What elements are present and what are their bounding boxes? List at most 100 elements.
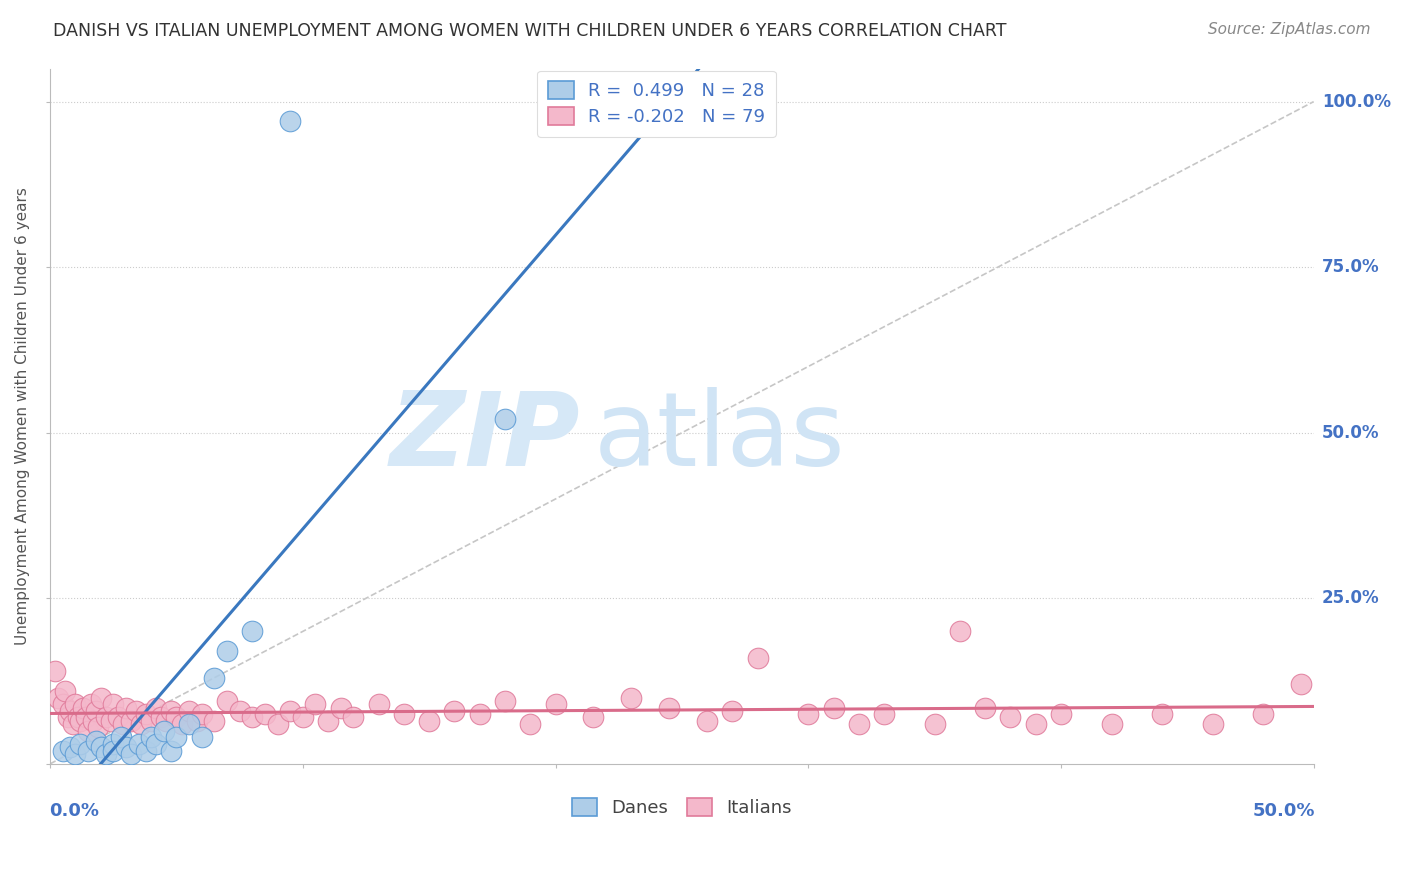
Point [747,651,769,665]
Point [69,714,91,728]
Point [100,714,122,728]
Point [44,664,66,678]
Point [155,714,177,728]
Point [721,704,744,718]
Point [103,743,125,757]
Text: 50.0%: 50.0% [1253,802,1315,820]
Point [823,700,845,714]
Point [186,714,208,728]
Point [215,694,238,708]
Point [848,717,870,731]
Point [1289,677,1312,691]
Point [129,717,152,731]
Point [1025,717,1047,731]
Point [544,697,567,711]
Point [170,717,193,731]
Point [128,737,150,751]
Point [595,114,617,128]
Point [304,697,326,711]
Point [87,720,110,734]
Point [202,671,225,685]
Point [191,731,214,745]
Point [949,624,972,639]
Point [329,700,352,714]
Point [75,710,97,724]
Point [153,723,176,738]
Text: 0.0%: 0.0% [49,802,98,820]
Point [1050,707,1073,722]
Point [316,714,339,728]
Point [1251,707,1274,722]
Point [342,710,364,724]
Point [974,700,997,714]
Point [253,707,276,722]
Point [94,710,117,724]
Point [160,743,183,757]
Text: atlas: atlas [593,386,845,488]
Point [658,700,681,714]
Point [84,733,107,747]
Point [494,694,516,708]
Y-axis label: Unemployment Among Women with Children Under 6 years: Unemployment Among Women with Children U… [15,187,30,645]
Point [90,740,112,755]
Legend: Danes, Italians: Danes, Italians [565,791,799,824]
Point [179,704,201,718]
Point [202,714,225,728]
Point [59,704,82,718]
Point [494,412,516,426]
Point [110,731,132,745]
Point [291,710,314,724]
Point [115,700,138,714]
Point [79,697,101,711]
Point [179,717,201,731]
Point [392,707,415,722]
Point [266,717,288,731]
Point [65,747,87,761]
Point [120,747,142,761]
Point [582,710,605,724]
Point [145,700,167,714]
Point [367,697,389,711]
Point [1201,717,1223,731]
Point [240,710,263,724]
Text: 75.0%: 75.0% [1322,258,1379,277]
Point [82,714,104,728]
Point [84,704,107,718]
Point [873,707,896,722]
Point [112,717,135,731]
Point [52,697,75,711]
Point [53,684,76,698]
Point [418,714,440,728]
Point [107,710,129,724]
Point [1101,717,1123,731]
Point [65,697,87,711]
Point [1000,710,1022,724]
Point [46,690,69,705]
Point [56,710,79,724]
Point [519,717,541,731]
Text: ZIP: ZIP [391,386,581,488]
Point [125,704,148,718]
Point [69,737,91,751]
Point [278,704,301,718]
Point [228,704,250,718]
Text: 100.0%: 100.0% [1322,93,1391,111]
Point [94,747,117,761]
Point [215,644,238,658]
Point [160,704,183,718]
Point [620,690,643,705]
Point [797,707,820,722]
Point [135,743,157,757]
Point [166,710,188,724]
Point [52,743,75,757]
Point [115,740,138,755]
Point [141,731,163,745]
Point [141,714,163,728]
Point [166,731,188,745]
Text: 25.0%: 25.0% [1322,590,1379,607]
Point [77,743,100,757]
Point [103,737,125,751]
Text: 50.0%: 50.0% [1322,424,1379,442]
Point [72,700,94,714]
Point [150,710,173,724]
